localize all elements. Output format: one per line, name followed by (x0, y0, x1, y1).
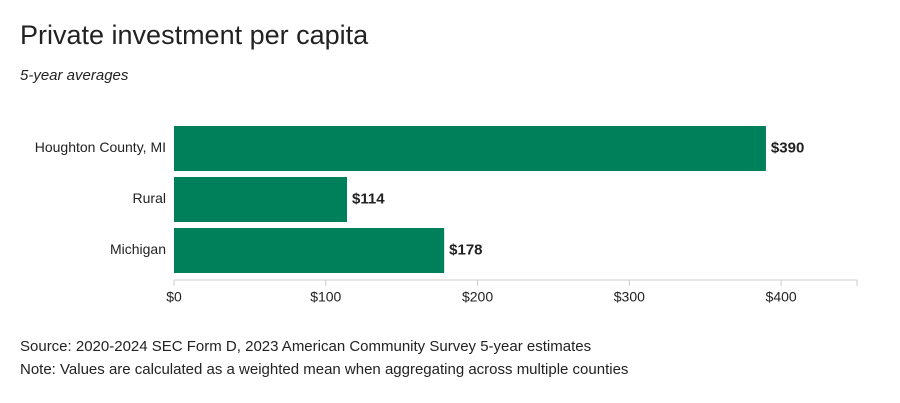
x-tick-label: $100 (310, 289, 341, 305)
y-tick-label: Michigan (110, 241, 166, 257)
bar (174, 126, 766, 171)
chart-subtitle: 5-year averages (20, 67, 129, 84)
bar (174, 228, 445, 273)
value-label: $178 (449, 241, 482, 258)
bar (174, 177, 348, 222)
value-label: $390 (771, 139, 804, 156)
y-tick-label: Houghton County, MI (35, 139, 166, 155)
x-tick-label: $300 (614, 289, 645, 305)
value-label: $114 (352, 190, 385, 207)
x-tick-label: $0 (166, 289, 182, 305)
footnote: Note: Values are calculated as a weighte… (20, 361, 628, 378)
source-note: Source: 2020-2024 SEC Form D, 2023 Ameri… (20, 338, 591, 355)
y-tick-label: Rural (133, 190, 166, 206)
x-tick-label: $200 (462, 289, 493, 305)
x-tick-label: $400 (766, 289, 797, 305)
chart-title: Private investment per capita (20, 20, 369, 50)
